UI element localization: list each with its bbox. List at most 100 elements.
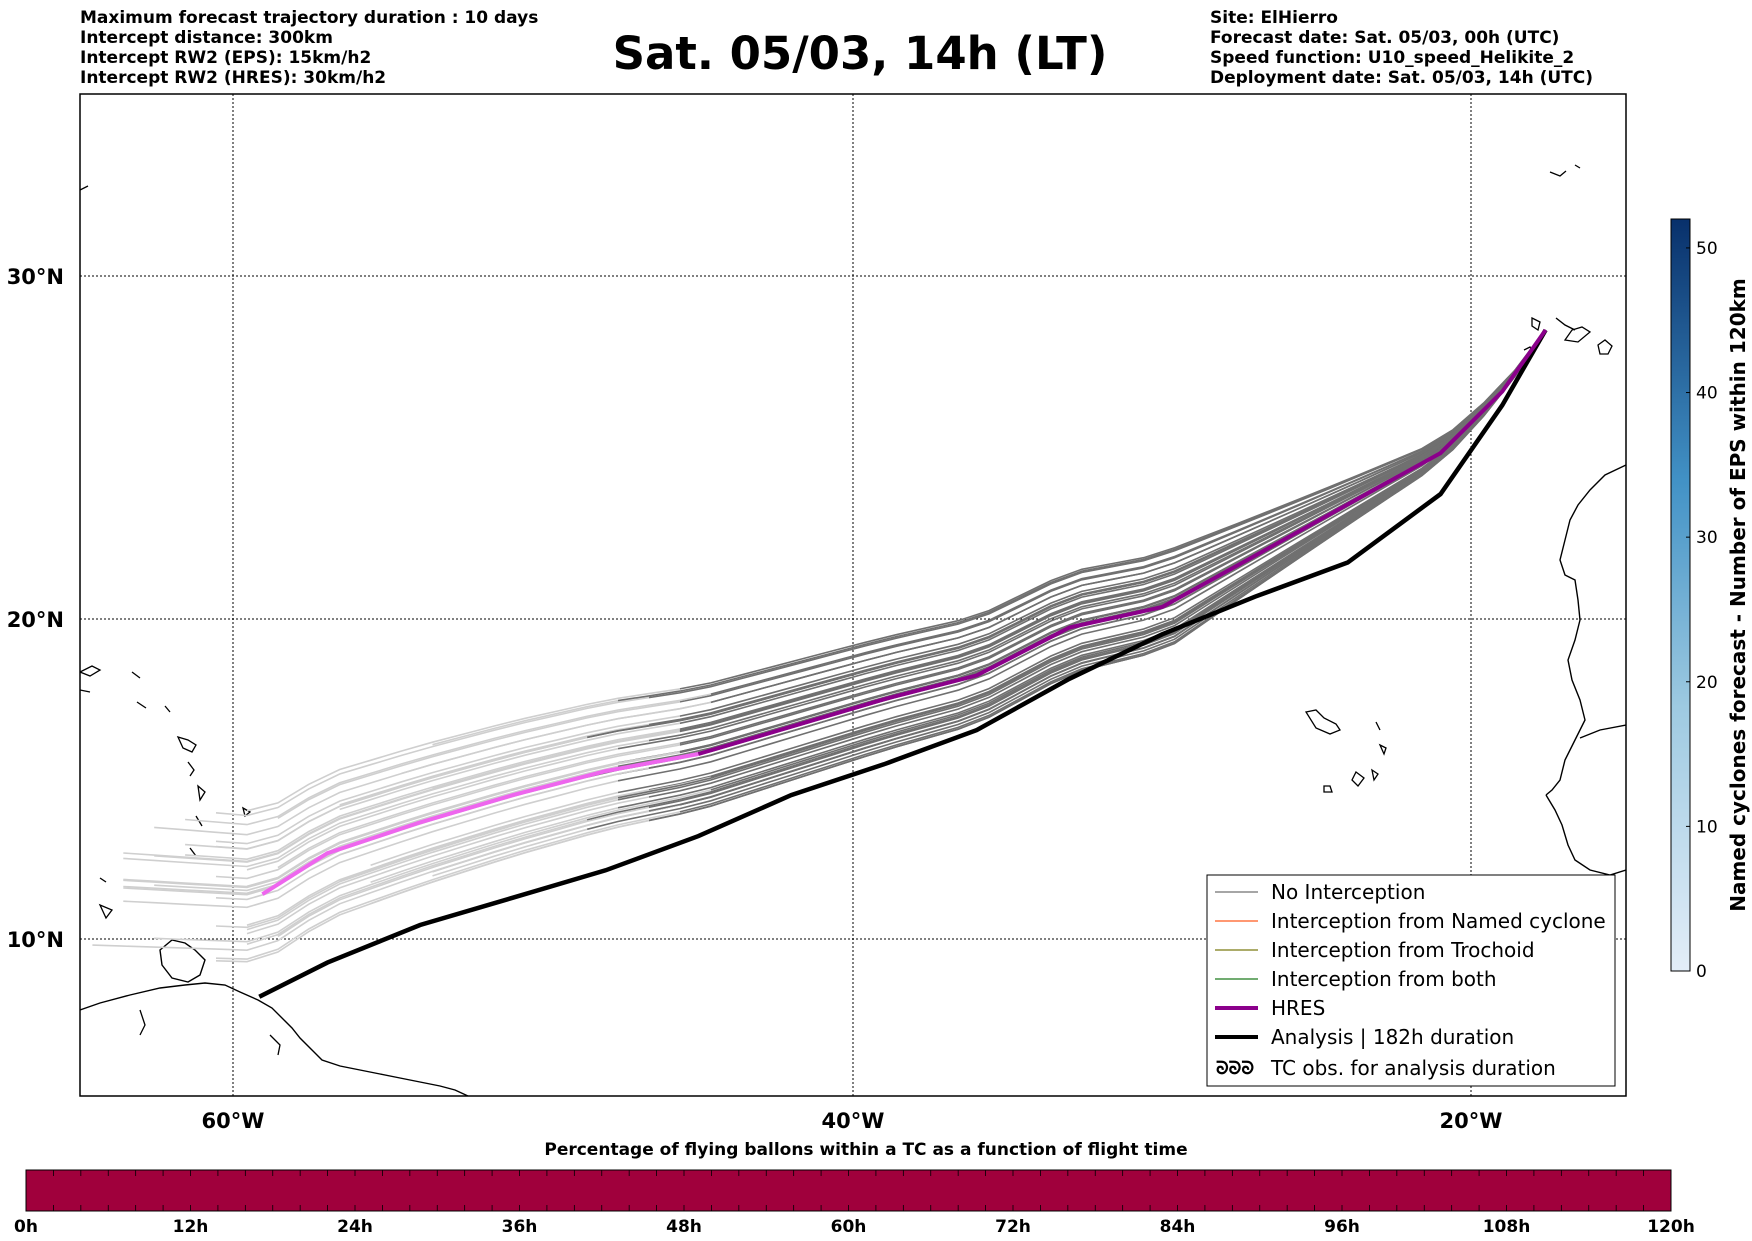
eps-track-late xyxy=(123,780,619,909)
eps-track-early xyxy=(710,329,1547,704)
map-legend: No Interception Interception from Named … xyxy=(1206,874,1616,1087)
bar-tick-labels: 0h 12h 24h 36h 48h 60h 72h 84h 96h 108h 120h xyxy=(14,1217,1695,1237)
colorbar-tick-label: 40 xyxy=(1696,384,1718,404)
eps-track-late xyxy=(154,789,711,943)
bar-tick-label: 120h xyxy=(1647,1217,1695,1237)
eps-track-early xyxy=(679,329,1547,725)
eps-track-early xyxy=(679,329,1547,732)
eps-track-late xyxy=(154,730,680,863)
madeira-region xyxy=(1555,317,1576,331)
eps-track-late xyxy=(154,765,619,892)
eps-colorbar: 0 10 20 30 40 50 Named cyclones forecast - Nu… xyxy=(1670,218,1750,982)
lat-label-30n: 30°N xyxy=(7,265,64,289)
eps-track-late xyxy=(339,722,680,811)
bermuda-coast xyxy=(80,185,89,191)
colorbar-gradient xyxy=(1670,218,1691,972)
eps-track-late xyxy=(215,811,680,960)
colorbar-tick-label: 50 xyxy=(1696,239,1718,259)
colorbar-tick-label: 0 xyxy=(1696,962,1707,982)
cape-verde-1 xyxy=(1304,709,1341,735)
analysis-track xyxy=(258,328,1548,999)
hres-track-early xyxy=(697,328,1548,756)
site-text: Site: ElHierro xyxy=(1210,8,1338,28)
eps-track-late xyxy=(123,751,680,889)
venezuela-coast-detail xyxy=(139,1009,146,1036)
legend-label-no-interception: No Interception xyxy=(1271,880,1425,904)
eps-track-late xyxy=(432,699,619,746)
page-title: Sat. 05/03, 14h (LT) xyxy=(612,27,1108,80)
bar-tick-label: 72h xyxy=(995,1217,1031,1237)
island-2 xyxy=(80,689,91,693)
eps-track-early xyxy=(679,329,1547,746)
legend-box xyxy=(1206,874,1616,1087)
colorbar-tick-label: 20 xyxy=(1696,673,1718,693)
header-right-info: Site: ElHierro Forecast date: Sat. 05/03… xyxy=(1210,8,1593,88)
colorbar-tick-label: 30 xyxy=(1696,528,1718,548)
eps-track-late xyxy=(215,696,650,817)
bar-tick-label: 24h xyxy=(337,1217,373,1237)
eps-track-late xyxy=(401,701,711,775)
eps-track-late xyxy=(185,693,711,826)
cape-verde-6 xyxy=(1323,785,1333,793)
cape-verde-5 xyxy=(1371,768,1379,782)
deployment-date-text: Deployment date: Sat. 05/03, 14h (UTC) xyxy=(1210,68,1594,88)
legend-swatch-tc-obs: ᘐᘐᘐ xyxy=(1216,1058,1254,1079)
eps-track-early xyxy=(648,329,1547,809)
legend-label-analysis: Analysis | 182h duration xyxy=(1271,1025,1514,1049)
lon-label-20w: 20°W xyxy=(1440,1109,1503,1133)
island-5 xyxy=(164,705,171,713)
bottom-bar-title: Percentage of flying ballons within a TC… xyxy=(544,1140,1187,1160)
eps-track-late xyxy=(215,715,680,845)
eps-track-early xyxy=(710,329,1547,695)
bar-tick-label: 108h xyxy=(1483,1217,1531,1237)
lat-label-20n: 20°N xyxy=(7,608,64,632)
gran-canaria-coast xyxy=(1597,339,1613,355)
legend-label-hres: HRES xyxy=(1271,996,1325,1020)
trinidad-coast xyxy=(159,939,206,983)
dominica-coast xyxy=(187,761,195,777)
eps-track-early xyxy=(617,329,1547,794)
eps-track-late xyxy=(432,729,680,790)
eps-track-late xyxy=(246,796,650,935)
grenadines-coast xyxy=(99,877,107,883)
eps-track-early xyxy=(648,329,1547,742)
tobago-coast xyxy=(98,903,114,920)
barbados-coast xyxy=(241,806,252,818)
azores-detail-2 xyxy=(1574,164,1581,169)
eps-track-late xyxy=(215,744,680,880)
eps-track-late xyxy=(215,736,588,850)
colorbar-label: Named cyclones forecast - Number of EPS … xyxy=(1726,278,1750,912)
eps-track-late xyxy=(246,747,619,871)
header-left-info: Maximum forecast trajectory duration : 1… xyxy=(80,8,538,88)
lon-label-60w: 60°W xyxy=(202,1109,265,1133)
legend-label-named-cyclone: Interception from Named cyclone xyxy=(1271,909,1606,933)
eps-track-late xyxy=(123,739,650,868)
eps-track-late xyxy=(339,767,650,856)
africa-coast-north xyxy=(1545,464,1626,796)
cape-verde-2 xyxy=(1375,721,1381,731)
bar-tick-label: 36h xyxy=(502,1217,538,1237)
guadeloupe-coast xyxy=(176,735,197,753)
eps-track-early xyxy=(586,329,1547,831)
lon-label-40w: 40°W xyxy=(822,1109,885,1133)
eps-track-early xyxy=(617,329,1547,782)
eps-track-late xyxy=(215,797,619,929)
eps-track-late xyxy=(246,789,650,926)
max-duration-text: Maximum forecast trajectory duration : 1… xyxy=(80,8,539,28)
tenerife-coast xyxy=(1563,326,1592,343)
coastlines xyxy=(80,164,1626,1096)
eps-track-late xyxy=(432,828,588,877)
intercept-distance-text: Intercept distance: 300km xyxy=(80,28,333,48)
africa-coast-west-bulge xyxy=(1545,794,1626,876)
intercept-eps-text: Intercept RW2 (EPS): 15km/h2 xyxy=(80,48,372,68)
speed-function-text: Speed function: U10_speed_Helikite_2 xyxy=(1210,48,1575,68)
bar-tick-label: 96h xyxy=(1324,1217,1360,1237)
south-america-coast xyxy=(80,982,469,1096)
colorbar-ticks: 0 10 20 30 40 50 xyxy=(1686,239,1718,982)
eps-track-late xyxy=(185,728,680,861)
colorbar-tick-label: 10 xyxy=(1696,817,1718,837)
eps-track-late xyxy=(370,807,619,883)
bar-tick-label: 84h xyxy=(1160,1217,1196,1237)
eps-track-late xyxy=(277,806,650,938)
azores-detail-1 xyxy=(1549,170,1567,177)
